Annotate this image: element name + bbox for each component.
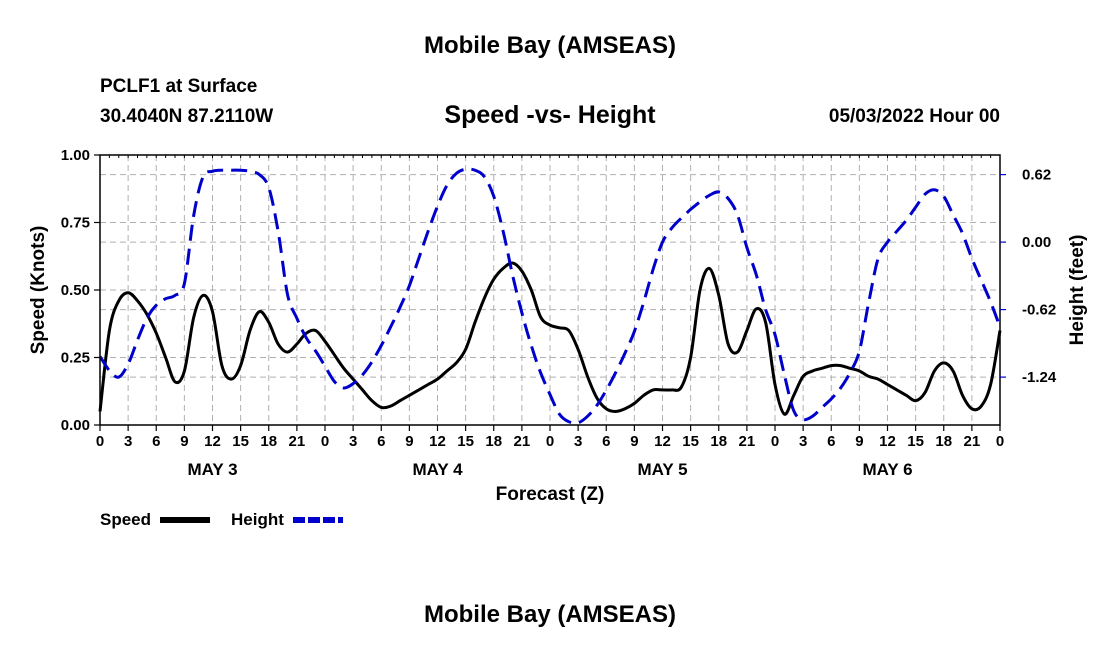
x-tick-label: 3	[349, 433, 357, 450]
x-tick-label: 6	[377, 433, 385, 450]
x-tick-label: 18	[710, 433, 727, 450]
y-tick-label: 0.25	[61, 350, 90, 367]
x-tick-label: 12	[654, 433, 671, 450]
axis-ticks	[94, 154, 1006, 431]
y-right-tick-label: -0.62	[1022, 302, 1056, 319]
y-axis-title: Speed (Knots)	[28, 226, 49, 355]
x-tick-label: 15	[907, 433, 924, 450]
x-tick-label: 21	[964, 433, 981, 450]
day-label: MAY 6	[862, 460, 912, 479]
axis-labels: 0 3 6 9 12 15 18 21 0 3 6 9 12 15 18 21 0 3 6 9 12 15 18 21 0 3 6 9…	[28, 147, 1088, 505]
footer-title: Mobile Bay (AMSEAS)	[423, 601, 677, 628]
y-right-tick-label: -1.24	[1022, 369, 1057, 386]
y-tick-label: 1.00	[61, 147, 90, 164]
forecast-datetime: 05/03/2022 Hour 00	[828, 106, 1000, 127]
chart-grid	[100, 155, 1000, 425]
x-tick-label: 18	[260, 433, 277, 450]
day-label: MAY 3	[187, 460, 237, 479]
x-axis-title: Forecast (Z)	[496, 484, 605, 505]
x-tick-label: 9	[855, 433, 863, 450]
x-tick-label: 0	[546, 433, 554, 450]
legend-label: Height	[231, 510, 284, 529]
x-tick-label: 15	[457, 433, 474, 450]
y-tick-label: 0.50	[61, 282, 90, 299]
speed-series-line	[98, 261, 1002, 416]
y-tick-label: 0.75	[61, 215, 90, 232]
y-tick-label: 0.00	[61, 417, 90, 434]
x-tick-label: 0	[96, 433, 104, 450]
day-label: MAY 5	[637, 460, 687, 479]
x-tick-label: 0	[996, 433, 1004, 450]
x-tick-label: 18	[485, 433, 502, 450]
chart-legend: Speed Height	[100, 510, 343, 529]
x-tick-label: 9	[405, 433, 413, 450]
x-tick-label: 12	[204, 433, 221, 450]
x-tick-label: 21	[289, 433, 306, 450]
x-tick-label: 3	[574, 433, 582, 450]
x-tick-label: 3	[799, 433, 807, 450]
x-tick-label: 6	[152, 433, 160, 450]
x-tick-label: 21	[739, 433, 756, 450]
chart-series	[98, 167, 1002, 425]
x-tick-label: 9	[180, 433, 188, 450]
x-tick-label: 15	[682, 433, 699, 450]
x-tick-label: 12	[879, 433, 896, 450]
x-tick-label: 9	[630, 433, 638, 450]
chart-subtitle: Speed -vs- Height	[444, 101, 656, 129]
x-tick-label: 21	[514, 433, 531, 450]
station-coordinates: 30.4040N 87.2110W	[100, 106, 274, 127]
x-tick-label: 6	[602, 433, 610, 450]
x-tick-label: 15	[232, 433, 249, 450]
x-tick-label: 0	[771, 433, 779, 450]
day-label: MAY 4	[412, 460, 463, 479]
height-series-line	[98, 167, 1002, 425]
chart-title: Mobile Bay (AMSEAS)	[423, 32, 677, 59]
x-tick-label: 6	[827, 433, 835, 450]
y-right-axis-title: Height (feet)	[1067, 235, 1088, 346]
y-right-tick-label: 0.62	[1022, 167, 1051, 184]
legend-label: Speed	[100, 510, 151, 529]
x-tick-label: 18	[935, 433, 952, 450]
x-tick-label: 0	[321, 433, 329, 450]
station-name: PCLF1 at Surface	[100, 76, 258, 97]
y-right-tick-label: 0.00	[1022, 234, 1051, 251]
x-tick-label: 12	[429, 433, 446, 450]
x-tick-label: 3	[124, 433, 132, 450]
